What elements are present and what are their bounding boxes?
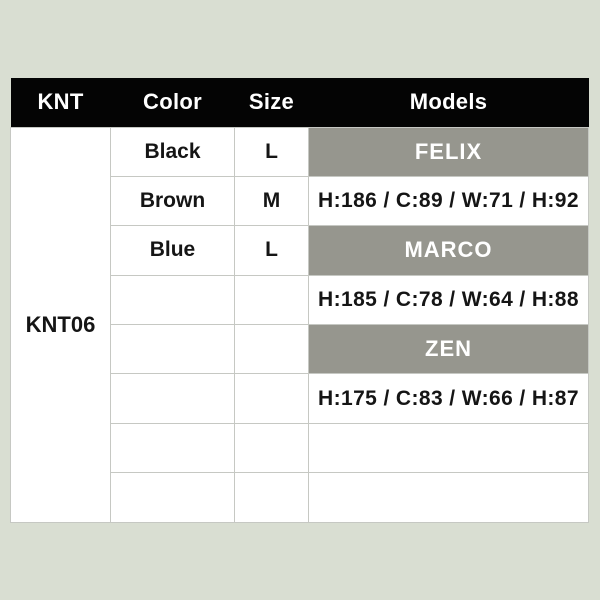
model-cell <box>308 472 589 523</box>
table-row <box>11 422 589 474</box>
size-chart-container: KNT Color Size Models KNT06 Black L FELI… <box>10 78 589 523</box>
header-size: Size <box>234 78 309 127</box>
size-cell <box>234 324 309 375</box>
model-banner-cell: FELIX <box>308 126 589 177</box>
color-cell: Black <box>110 126 235 177</box>
color-cell <box>110 373 235 424</box>
table-row: H:185 / C:78 / W:64 / H:88 <box>11 274 589 326</box>
size-chart-table: KNT Color Size Models KNT06 Black L FELI… <box>10 78 589 523</box>
size-cell: L <box>234 225 309 276</box>
header-row: KNT Color Size Models <box>10 78 589 127</box>
product-code-cell: KNT06 <box>10 126 111 523</box>
header-color: Color <box>110 78 235 127</box>
size-cell: M <box>234 175 309 227</box>
header-knt: KNT <box>10 78 111 127</box>
table-row: H:175 / C:83 / W:66 / H:87 <box>11 373 589 424</box>
color-cell <box>110 324 235 375</box>
color-cell <box>110 274 235 326</box>
measurements-cell: H:175 / C:83 / W:66 / H:87 <box>308 373 589 424</box>
size-cell <box>234 274 309 326</box>
color-cell <box>110 422 235 474</box>
model-banner-cell: MARCO <box>308 225 589 276</box>
table-row: Brown M H:186 / C:89 / W:71 / H:92 <box>11 175 589 227</box>
table-body: KNT06 Black L FELIX Brown M H:186 / C:89… <box>10 126 589 523</box>
measurements-cell: H:186 / C:89 / W:71 / H:92 <box>308 175 589 227</box>
size-cell <box>234 373 309 424</box>
size-cell: L <box>234 126 309 177</box>
table-row: Blue L MARCO <box>11 225 589 276</box>
color-cell: Blue <box>110 225 235 276</box>
table-row: ZEN <box>11 324 589 375</box>
measurements-cell: H:185 / C:78 / W:64 / H:88 <box>308 274 589 326</box>
table-row <box>11 472 589 523</box>
table-row: KNT06 Black L FELIX <box>10 126 589 523</box>
size-cell <box>234 422 309 474</box>
header-models: Models <box>308 78 589 127</box>
color-cell <box>110 472 235 523</box>
table-header: KNT Color Size Models <box>10 78 589 127</box>
model-banner-cell: ZEN <box>308 324 589 375</box>
size-cell <box>234 472 309 523</box>
model-cell <box>308 422 589 474</box>
color-cell: Brown <box>110 175 235 227</box>
